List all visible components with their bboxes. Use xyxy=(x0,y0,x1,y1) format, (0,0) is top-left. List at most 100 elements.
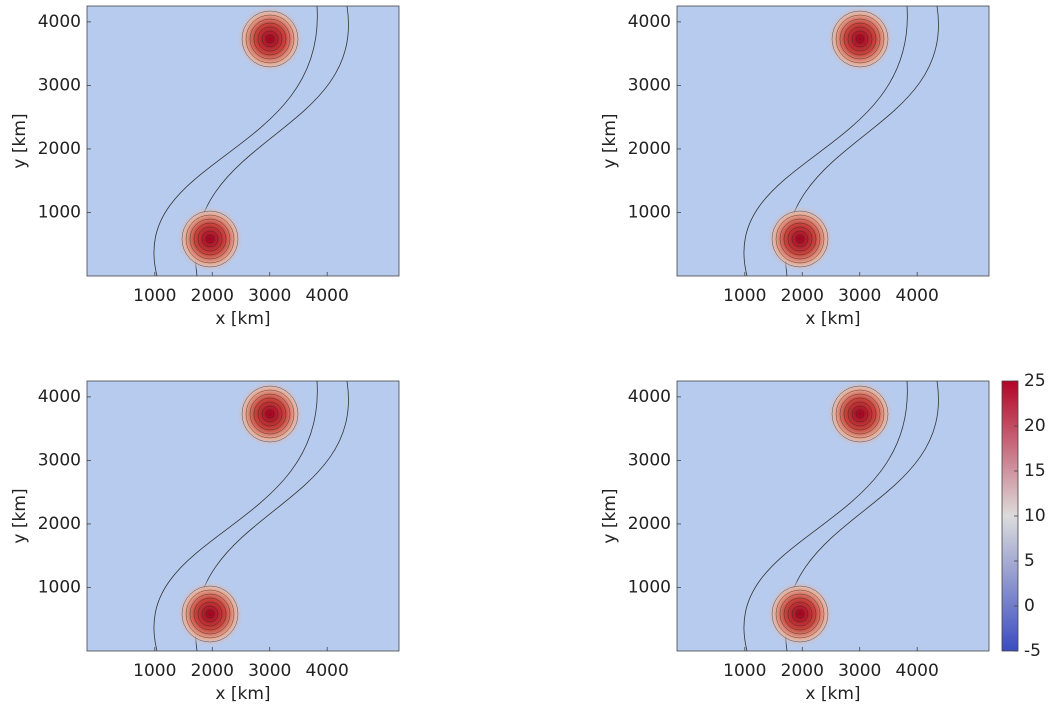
y-tick-label: 4000 xyxy=(38,387,81,407)
contour-line xyxy=(265,409,275,419)
contour-line xyxy=(847,401,873,427)
contour-line xyxy=(205,234,215,244)
contour-line xyxy=(835,14,885,64)
filament xyxy=(743,5,908,277)
contour-line xyxy=(771,210,829,268)
contour-line xyxy=(185,214,235,264)
y-tick-label: 4000 xyxy=(628,12,671,32)
x-tick-label: 3000 xyxy=(838,661,881,681)
contour-line xyxy=(201,230,219,248)
field xyxy=(153,5,349,277)
contour-line xyxy=(787,601,813,627)
contour-line xyxy=(189,218,231,260)
y-tick-label: 1000 xyxy=(38,202,81,222)
y-tick-label: 1000 xyxy=(628,202,671,222)
colorbar-tick-label: 25 xyxy=(1024,371,1046,391)
y-tick-label: 1000 xyxy=(38,577,81,597)
y-tick-label: 2000 xyxy=(628,514,671,534)
x-tick-label: 1000 xyxy=(133,286,176,306)
x-tick-label: 4000 xyxy=(306,286,349,306)
contour-line xyxy=(265,34,275,44)
contour-line xyxy=(185,589,235,639)
contour-line xyxy=(253,22,287,56)
x-tick-label: 2000 xyxy=(191,661,234,681)
y-axis-label: y [km] xyxy=(600,488,620,543)
field xyxy=(743,380,939,652)
x-tick-label: 2000 xyxy=(781,286,824,306)
y-tick-label: 2000 xyxy=(38,514,81,534)
contour-line xyxy=(261,30,279,48)
y-axis-label: y [km] xyxy=(10,488,30,543)
contour-line xyxy=(249,393,291,435)
contour-line xyxy=(181,585,239,643)
contour-line xyxy=(193,597,227,631)
contour-line xyxy=(843,397,877,431)
contour-line xyxy=(241,10,299,68)
x-tick-label: 2000 xyxy=(781,661,824,681)
y-axis-label: y [km] xyxy=(600,113,620,168)
field xyxy=(743,5,939,277)
contour-line xyxy=(181,210,239,268)
contour-line xyxy=(775,589,825,639)
contour-line xyxy=(253,397,287,431)
contour-line xyxy=(775,214,825,264)
axes-box xyxy=(676,380,990,652)
contour-line xyxy=(855,34,865,44)
contour-line xyxy=(851,30,869,48)
contour-line xyxy=(795,609,805,619)
contour-line xyxy=(245,389,295,439)
contour-line xyxy=(201,605,219,623)
contour-line xyxy=(779,218,821,260)
contour-line xyxy=(851,405,869,423)
filament xyxy=(153,5,318,277)
axes-box xyxy=(676,5,990,277)
x-tick-label: 1000 xyxy=(133,661,176,681)
contour-line xyxy=(847,26,873,52)
contour-line xyxy=(245,14,295,64)
contour-line xyxy=(257,401,283,427)
contour-line xyxy=(771,585,829,643)
contour-line xyxy=(197,601,223,627)
contour-line xyxy=(779,593,821,635)
colorbar-tick-label: 0 xyxy=(1024,596,1035,616)
y-tick-label: 3000 xyxy=(38,75,81,95)
axes-box xyxy=(86,380,400,652)
contour-line xyxy=(839,393,881,435)
x-tick-label: 3000 xyxy=(248,286,291,306)
x-tick-label: 2000 xyxy=(191,286,234,306)
y-tick-label: 1000 xyxy=(628,577,671,597)
contour-line xyxy=(839,18,881,60)
contour-line xyxy=(831,10,889,68)
axes-box xyxy=(86,5,400,277)
contour-line xyxy=(783,222,817,256)
colorbar-tick-label: 10 xyxy=(1024,506,1046,526)
y-tick-label: 3000 xyxy=(628,450,671,470)
x-tick-label: 4000 xyxy=(896,661,939,681)
y-tick-label: 2000 xyxy=(38,139,81,159)
contour-line xyxy=(241,385,299,443)
colorbar-tick-label: 20 xyxy=(1024,416,1046,436)
contour-line xyxy=(249,18,291,60)
x-tick-label: 3000 xyxy=(248,661,291,681)
contour-line xyxy=(257,26,283,52)
y-tick-label: 4000 xyxy=(38,12,81,32)
x-axis-label: x [km] xyxy=(805,309,860,329)
x-tick-label: 1000 xyxy=(723,661,766,681)
x-tick-label: 1000 xyxy=(723,286,766,306)
x-axis-label: x [km] xyxy=(215,309,270,329)
colorbar-tick-label: 5 xyxy=(1024,551,1035,571)
colorbar-tick-label: -5 xyxy=(1024,641,1041,661)
x-axis-label: x [km] xyxy=(805,684,860,704)
contour-line xyxy=(791,230,809,248)
contour-line xyxy=(193,222,227,256)
contour-line xyxy=(189,593,231,635)
field xyxy=(153,380,349,652)
filament xyxy=(743,380,908,652)
x-tick-label: 3000 xyxy=(838,286,881,306)
contour-line xyxy=(791,605,809,623)
y-tick-label: 3000 xyxy=(628,75,671,95)
contour-line xyxy=(783,597,817,631)
y-axis-label: y [km] xyxy=(10,113,30,168)
y-tick-label: 3000 xyxy=(38,450,81,470)
